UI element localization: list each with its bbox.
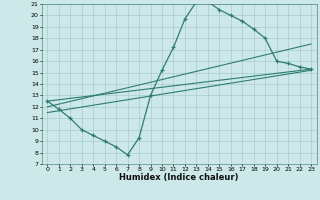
X-axis label: Humidex (Indice chaleur): Humidex (Indice chaleur) [119,173,239,182]
